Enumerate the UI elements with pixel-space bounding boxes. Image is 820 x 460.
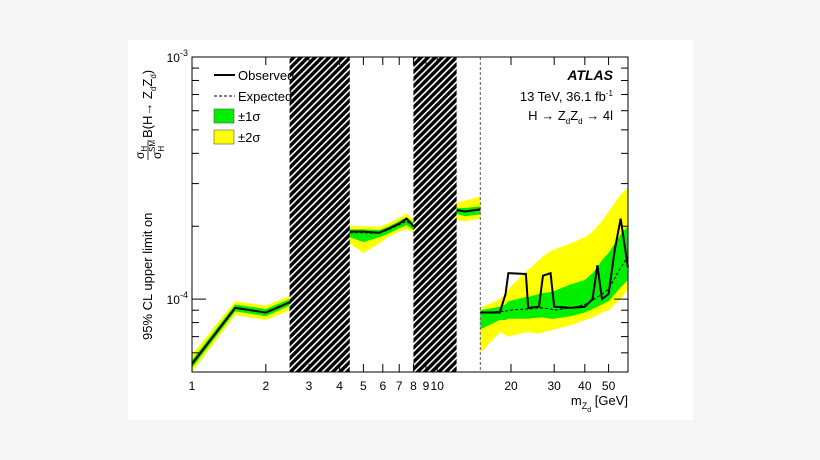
observed-line-segment-1 [349, 217, 415, 234]
x-tick-label: 10 [431, 379, 445, 393]
x-tick-label: 1 [189, 379, 196, 393]
y-tick-label: 10-3 [167, 48, 188, 65]
x-tick-label: 20 [504, 379, 518, 393]
observed-line-segment-2 [456, 208, 481, 213]
x-tick-label: 40 [578, 379, 592, 393]
plot-frame [191, 56, 629, 373]
x-tick-label: 9 [423, 379, 430, 393]
x-tick-label: 3 [306, 379, 313, 393]
svg-text:95% CL upper limit on: 95% CL upper limit on [140, 213, 155, 340]
observed-line-segment-3 [480, 218, 629, 314]
svg-text:σHSM: σHSM [148, 140, 166, 159]
svg-text:σH: σH [133, 146, 149, 159]
process-label: H → ZdZd → 4l [528, 108, 613, 126]
observed-line-segment-0 [191, 301, 290, 365]
legend-1sigma-label: ±1σ [238, 109, 260, 124]
bands-layer [192, 187, 628, 372]
legend-1sigma-swatch [213, 108, 235, 124]
x-tick-label: 4 [336, 379, 343, 393]
legend-2sigma-label: ±2σ [238, 130, 260, 145]
x-tick-label: 6 [379, 379, 386, 393]
legend-2sigma-swatch [213, 129, 235, 145]
axes-layer: 1 2 3 4 5 6 7 8 9 10 20 30 40 50 10-4 10-3 [167, 48, 629, 393]
x-tick-label: 30 [548, 379, 562, 393]
excluded-region-1 [413, 57, 457, 372]
x-tick-label: 50 [602, 379, 616, 393]
legend-expected-label: Expected [238, 89, 292, 104]
energy-lumi-label: 13 TeV, 36.1 fb-1 [520, 89, 614, 104]
y-tick-label: 10-4 [167, 290, 188, 307]
x-tick-label: 5 [360, 379, 367, 393]
lines-layer [191, 208, 629, 365]
legend: Observed Expected ±1σ ±2σ [213, 68, 294, 145]
x-axis-label: mZd [GeV] [571, 393, 628, 414]
atlas-label: ATLAS [566, 67, 613, 83]
excluded-regions-layer [289, 57, 481, 372]
x-tick-label: 7 [396, 379, 403, 393]
band-1sigma-segment-3 [480, 226, 628, 330]
x-tick-label: 8 [410, 379, 417, 393]
legend-observed-label: Observed [238, 68, 294, 83]
svg-text:B(H→ ZdZd): B(H→ ZdZd) [140, 70, 158, 138]
excluded-region-0 [289, 57, 350, 372]
x-tick-label: 2 [262, 379, 269, 393]
y-axis-label: 95% CL upper limit on σH σHSM B(H→ ZdZd) [133, 70, 166, 340]
